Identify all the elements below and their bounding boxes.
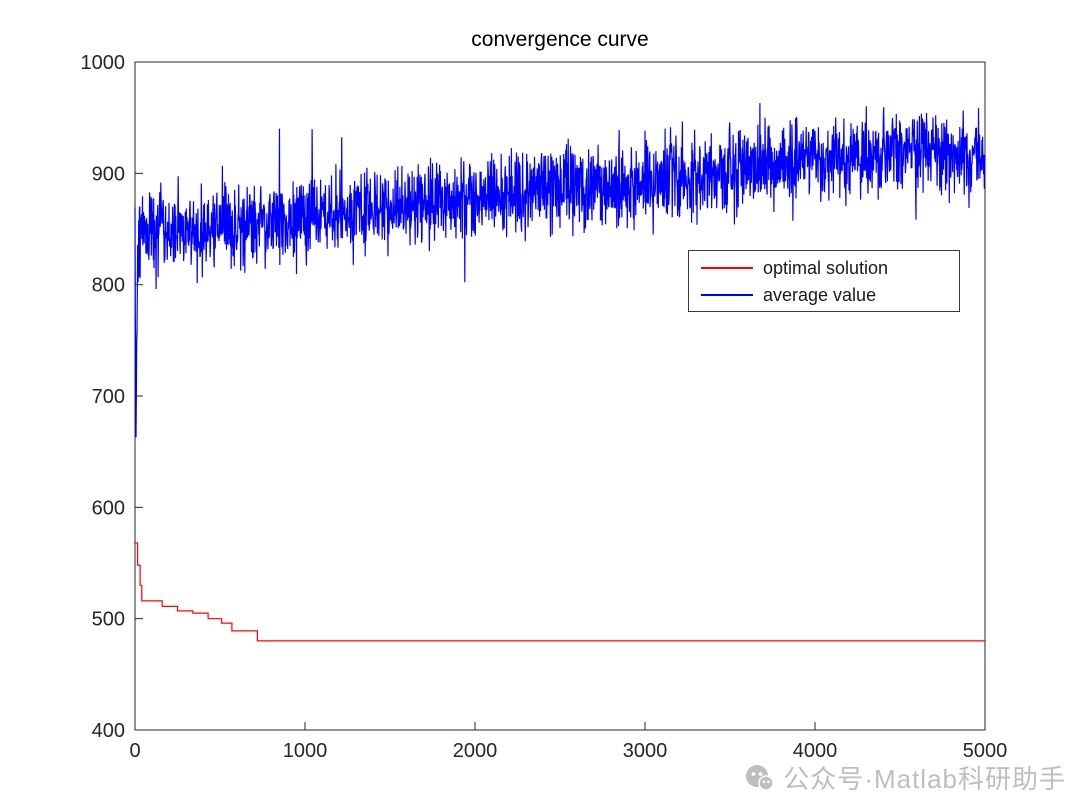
x-tick-label: 1000	[283, 740, 328, 762]
legend-box: optimal solution average value	[688, 250, 960, 312]
y-tick-label: 400	[92, 720, 125, 742]
x-tick-label: 3000	[623, 740, 668, 762]
x-tick-label: 0	[129, 740, 140, 762]
y-tick-label: 800	[92, 275, 125, 297]
y-tick-label: 700	[92, 386, 125, 408]
x-tick-label: 2000	[453, 740, 498, 762]
watermark: 公众号·Matlab科研助手	[743, 759, 1066, 796]
y-tick-label: 600	[92, 497, 125, 519]
watermark-text: 公众号·Matlab科研助手	[783, 764, 1066, 794]
y-tick-label: 1000	[81, 52, 126, 74]
legend-item-optimal-solution: optimal solution	[701, 258, 959, 278]
chart-title: convergence curve	[471, 28, 649, 51]
series-line-average-value	[134, 103, 986, 438]
legend-line-sample	[701, 266, 753, 269]
series-line-optimal-solution	[135, 542, 985, 642]
legend-line-sample	[701, 293, 753, 296]
legend-item-average-value: average value	[701, 285, 959, 305]
x-tick-label: 4000	[793, 740, 838, 762]
x-tick-label: 5000	[963, 740, 1008, 762]
legend-label: average value	[763, 284, 877, 305]
legend-label: optimal solution	[763, 257, 889, 278]
wechat-icon	[746, 764, 774, 791]
y-tick-label: 900	[92, 163, 125, 185]
y-tick-label: 500	[92, 609, 125, 631]
